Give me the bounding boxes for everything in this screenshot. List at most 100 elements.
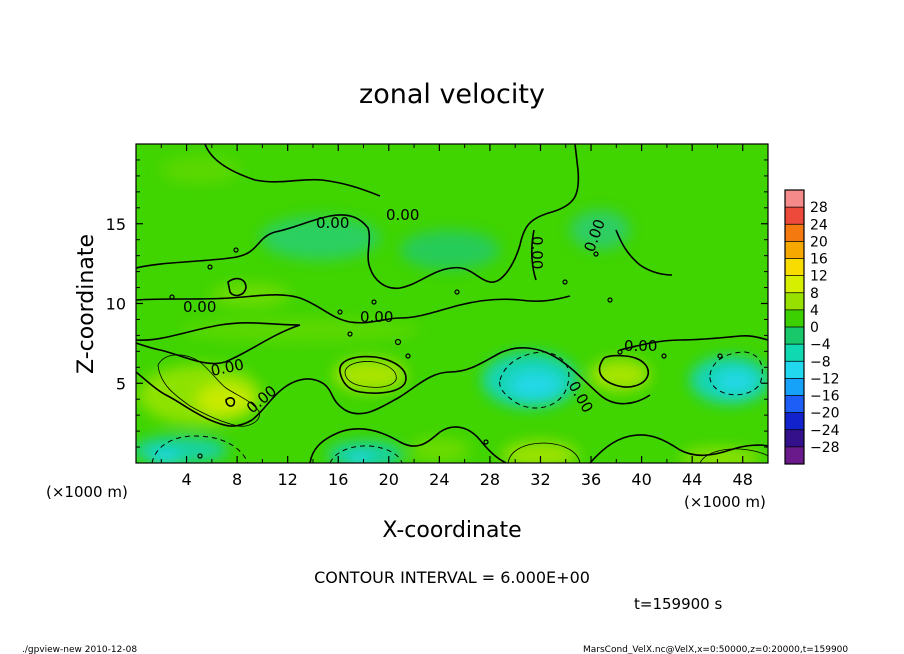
field-patch <box>570 210 630 250</box>
contour-speck <box>394 338 402 346</box>
contour-line <box>157 354 260 427</box>
contour-speck <box>197 453 203 459</box>
contour-speck <box>661 353 667 359</box>
x-tick-label: 48 <box>733 470 753 489</box>
colorbar-label: −12 <box>810 371 840 387</box>
negative-contours <box>151 351 763 463</box>
x-axis-title: X-coordinate <box>382 518 521 543</box>
colorbar-swatch <box>785 292 804 311</box>
contour-speck <box>169 294 175 300</box>
contour-speck <box>607 297 613 303</box>
x-tick-label: 4 <box>181 470 191 489</box>
colorbar-label: 0 <box>810 320 819 336</box>
contour-line <box>619 335 768 351</box>
contour-line <box>699 448 768 463</box>
contour-speck <box>233 247 239 253</box>
contour-speck <box>483 439 489 445</box>
x-tick-label: 36 <box>581 470 601 489</box>
colorbar-swatch <box>785 207 804 225</box>
field-patch <box>197 384 253 416</box>
contour-line <box>136 144 580 290</box>
contour-line <box>709 351 763 396</box>
field-patch <box>348 454 372 463</box>
colorbar-swatch <box>785 309 804 328</box>
field-patch <box>260 216 380 260</box>
colorbar-swatch <box>785 275 804 294</box>
colorbar-label: −24 <box>810 423 840 439</box>
colorbar-swatch <box>785 412 804 431</box>
contour-speck <box>347 331 353 337</box>
contour-line <box>589 434 768 463</box>
colorbar-swatch <box>785 361 804 379</box>
colorbar-swatch <box>785 241 804 259</box>
contour-label: 0.00 <box>316 214 349 232</box>
contour-line <box>499 351 570 409</box>
contour-speck <box>207 264 213 270</box>
colorbar-label: −20 <box>810 406 840 422</box>
field-patch <box>502 441 578 463</box>
contour-line <box>136 347 651 427</box>
field-patch <box>715 370 755 394</box>
footer-right: MarsCond_VelX.nc@VelX,x=0:50000,z=0:2000… <box>583 645 848 654</box>
speckle-contours <box>169 247 723 459</box>
contour-interval-text: CONTOUR INTERVAL = 6.000E+00 <box>314 568 590 587</box>
contour-line <box>598 354 650 388</box>
contour-line <box>339 355 407 394</box>
x-tick-label: 8 <box>232 470 242 489</box>
colorbar-label: −16 <box>810 389 840 405</box>
colorbar-label: −8 <box>810 354 831 370</box>
colorbar-swatch <box>785 378 804 396</box>
colorbar-label: 24 <box>810 217 828 233</box>
field-patch <box>149 450 181 463</box>
x-tick-label: 16 <box>328 470 348 489</box>
colorbar-label: −28 <box>810 440 840 456</box>
colorbar-label: 20 <box>810 234 828 250</box>
contour-line <box>204 144 381 197</box>
footer-left: ./gpview-new 2010-12-08 <box>22 645 137 654</box>
colorbar-label: −4 <box>810 337 831 353</box>
x-tick-label: 44 <box>682 470 702 489</box>
x-tick-label: 40 <box>631 470 651 489</box>
x-tick-label: 24 <box>429 470 449 489</box>
colorbar-label: 4 <box>810 303 819 319</box>
field-patch <box>160 156 240 184</box>
contour-speck <box>562 279 568 285</box>
contour-speck <box>593 251 599 257</box>
colorbar-swatch <box>785 446 804 465</box>
contour-line <box>136 321 301 365</box>
x-tick-label: 32 <box>530 470 550 489</box>
field-patch <box>400 230 500 270</box>
y-tick-label: 5 <box>116 374 126 393</box>
contour-speck <box>454 289 460 295</box>
contour-line <box>309 426 507 463</box>
contour-label: 0.00 <box>183 298 216 316</box>
contour-line <box>136 294 571 324</box>
contour-speck <box>405 353 411 359</box>
x-unit-label: (×1000 m) <box>46 483 128 501</box>
x-tick-label: 20 <box>379 470 399 489</box>
contour-label: 0.00 <box>386 206 419 224</box>
colorbar-swatch <box>785 190 804 208</box>
colorbar-swatch <box>785 344 804 362</box>
colorbar-label: 16 <box>810 252 828 268</box>
field-patch <box>327 441 403 463</box>
colorbar-label: 12 <box>810 269 828 285</box>
field-patch <box>410 438 470 462</box>
field-patch <box>590 359 650 391</box>
y-tick-label: 10 <box>106 295 126 314</box>
field-patch <box>180 318 420 342</box>
time-text: t=159900 s <box>634 595 722 613</box>
y-tick-label: 15 <box>106 215 126 234</box>
chart-title: zonal velocity <box>359 79 545 110</box>
contour-speck <box>717 353 723 359</box>
contour-line <box>329 445 403 463</box>
contour-line <box>615 229 673 276</box>
field-patch <box>509 371 561 399</box>
colorbar-swatch <box>785 224 804 242</box>
contour-speck <box>337 309 343 315</box>
contour-line <box>225 397 236 407</box>
colorbar-swatch <box>785 429 804 448</box>
velocity-field <box>136 156 768 463</box>
x-axis: 4 8 12 16 20 24 28 32 36 40 44 48 <box>160 144 753 489</box>
